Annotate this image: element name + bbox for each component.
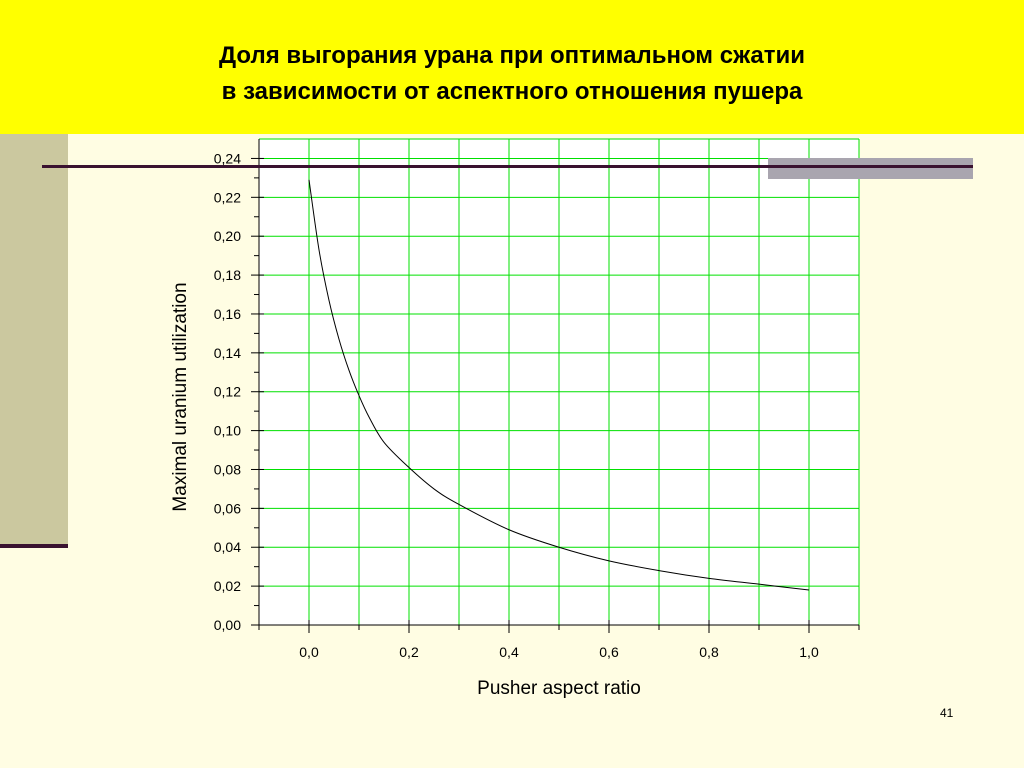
y-tick-label: 0,16: [214, 306, 241, 322]
y-tick-label: 0,18: [214, 267, 241, 283]
title-line-1: Доля выгорания урана при оптимальном сжа…: [219, 42, 805, 69]
x-tick-label: 0,4: [499, 644, 519, 660]
y-tick-label: 0,06: [214, 500, 241, 516]
x-tick-label: 1,0: [799, 644, 819, 660]
y-tick-label: 0,08: [214, 461, 241, 477]
slide-title: Доля выгорания урана при оптимальном сжа…: [0, 38, 1024, 110]
x-tick-label: 0,8: [699, 644, 719, 660]
y-tick-label: 0,24: [214, 150, 241, 166]
y-tick-label: 0,00: [214, 617, 241, 633]
page-number: 41: [940, 706, 954, 720]
y-tick-label: 0,22: [214, 189, 241, 205]
utilization-curve: [308, 179, 810, 591]
y-tick-label: 0,10: [214, 423, 241, 439]
y-tick-label: 0,20: [214, 228, 241, 244]
side-decor-underline: [0, 544, 68, 548]
title-line-2: в зависимости от аспектного отношения пу…: [221, 78, 803, 105]
x-tick-label: 0,2: [399, 644, 419, 660]
gray-decor-block: [768, 158, 973, 179]
y-tick-label: 0,02: [214, 578, 241, 594]
x-tick-label: 0,0: [299, 644, 319, 660]
y-tick-label: 0,14: [214, 345, 241, 361]
y-tick-label: 0,04: [214, 539, 241, 555]
y-axis-label: Maximal uranium utilization: [170, 282, 191, 511]
x-axis-label: Pusher aspect ratio: [477, 678, 641, 699]
title-band: [0, 0, 1024, 134]
y-tick-label: 0,12: [214, 384, 241, 400]
horizontal-rule: [42, 165, 973, 168]
side-decor-bar: [0, 134, 68, 544]
x-tick-label: 0,6: [599, 644, 619, 660]
